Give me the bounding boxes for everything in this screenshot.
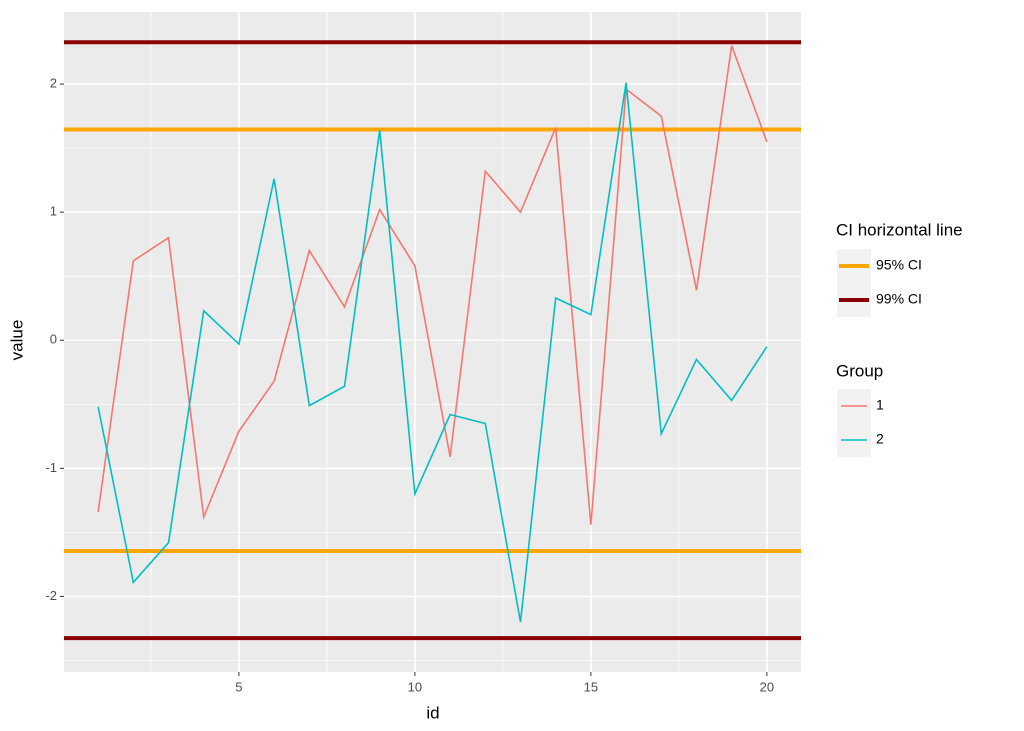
panel (64, 12, 801, 672)
y-tick-label: 0 (50, 332, 57, 347)
legend-label: 1 (876, 397, 884, 413)
x-tick-label: 10 (408, 679, 422, 694)
y-tick-label: -1 (45, 460, 57, 475)
y-tick-label: 2 (50, 75, 57, 90)
y-tick-label: -2 (45, 588, 57, 603)
legend-title: CI horizontal line (836, 220, 963, 239)
y-tick-label: 1 (50, 204, 57, 219)
series-line (97, 45, 768, 525)
x-tick-label: 15 (584, 679, 598, 694)
y-axis-label: value (7, 320, 26, 361)
legend-label: 95% CI (876, 257, 922, 273)
series-line (97, 82, 768, 623)
legend-label: 2 (876, 431, 884, 447)
legend-title: Group (836, 361, 883, 380)
x-axis-label: id (426, 703, 439, 722)
x-tick-label: 5 (235, 679, 242, 694)
x-tick-label: 20 (760, 679, 774, 694)
legend-label: 99% CI (876, 291, 922, 307)
